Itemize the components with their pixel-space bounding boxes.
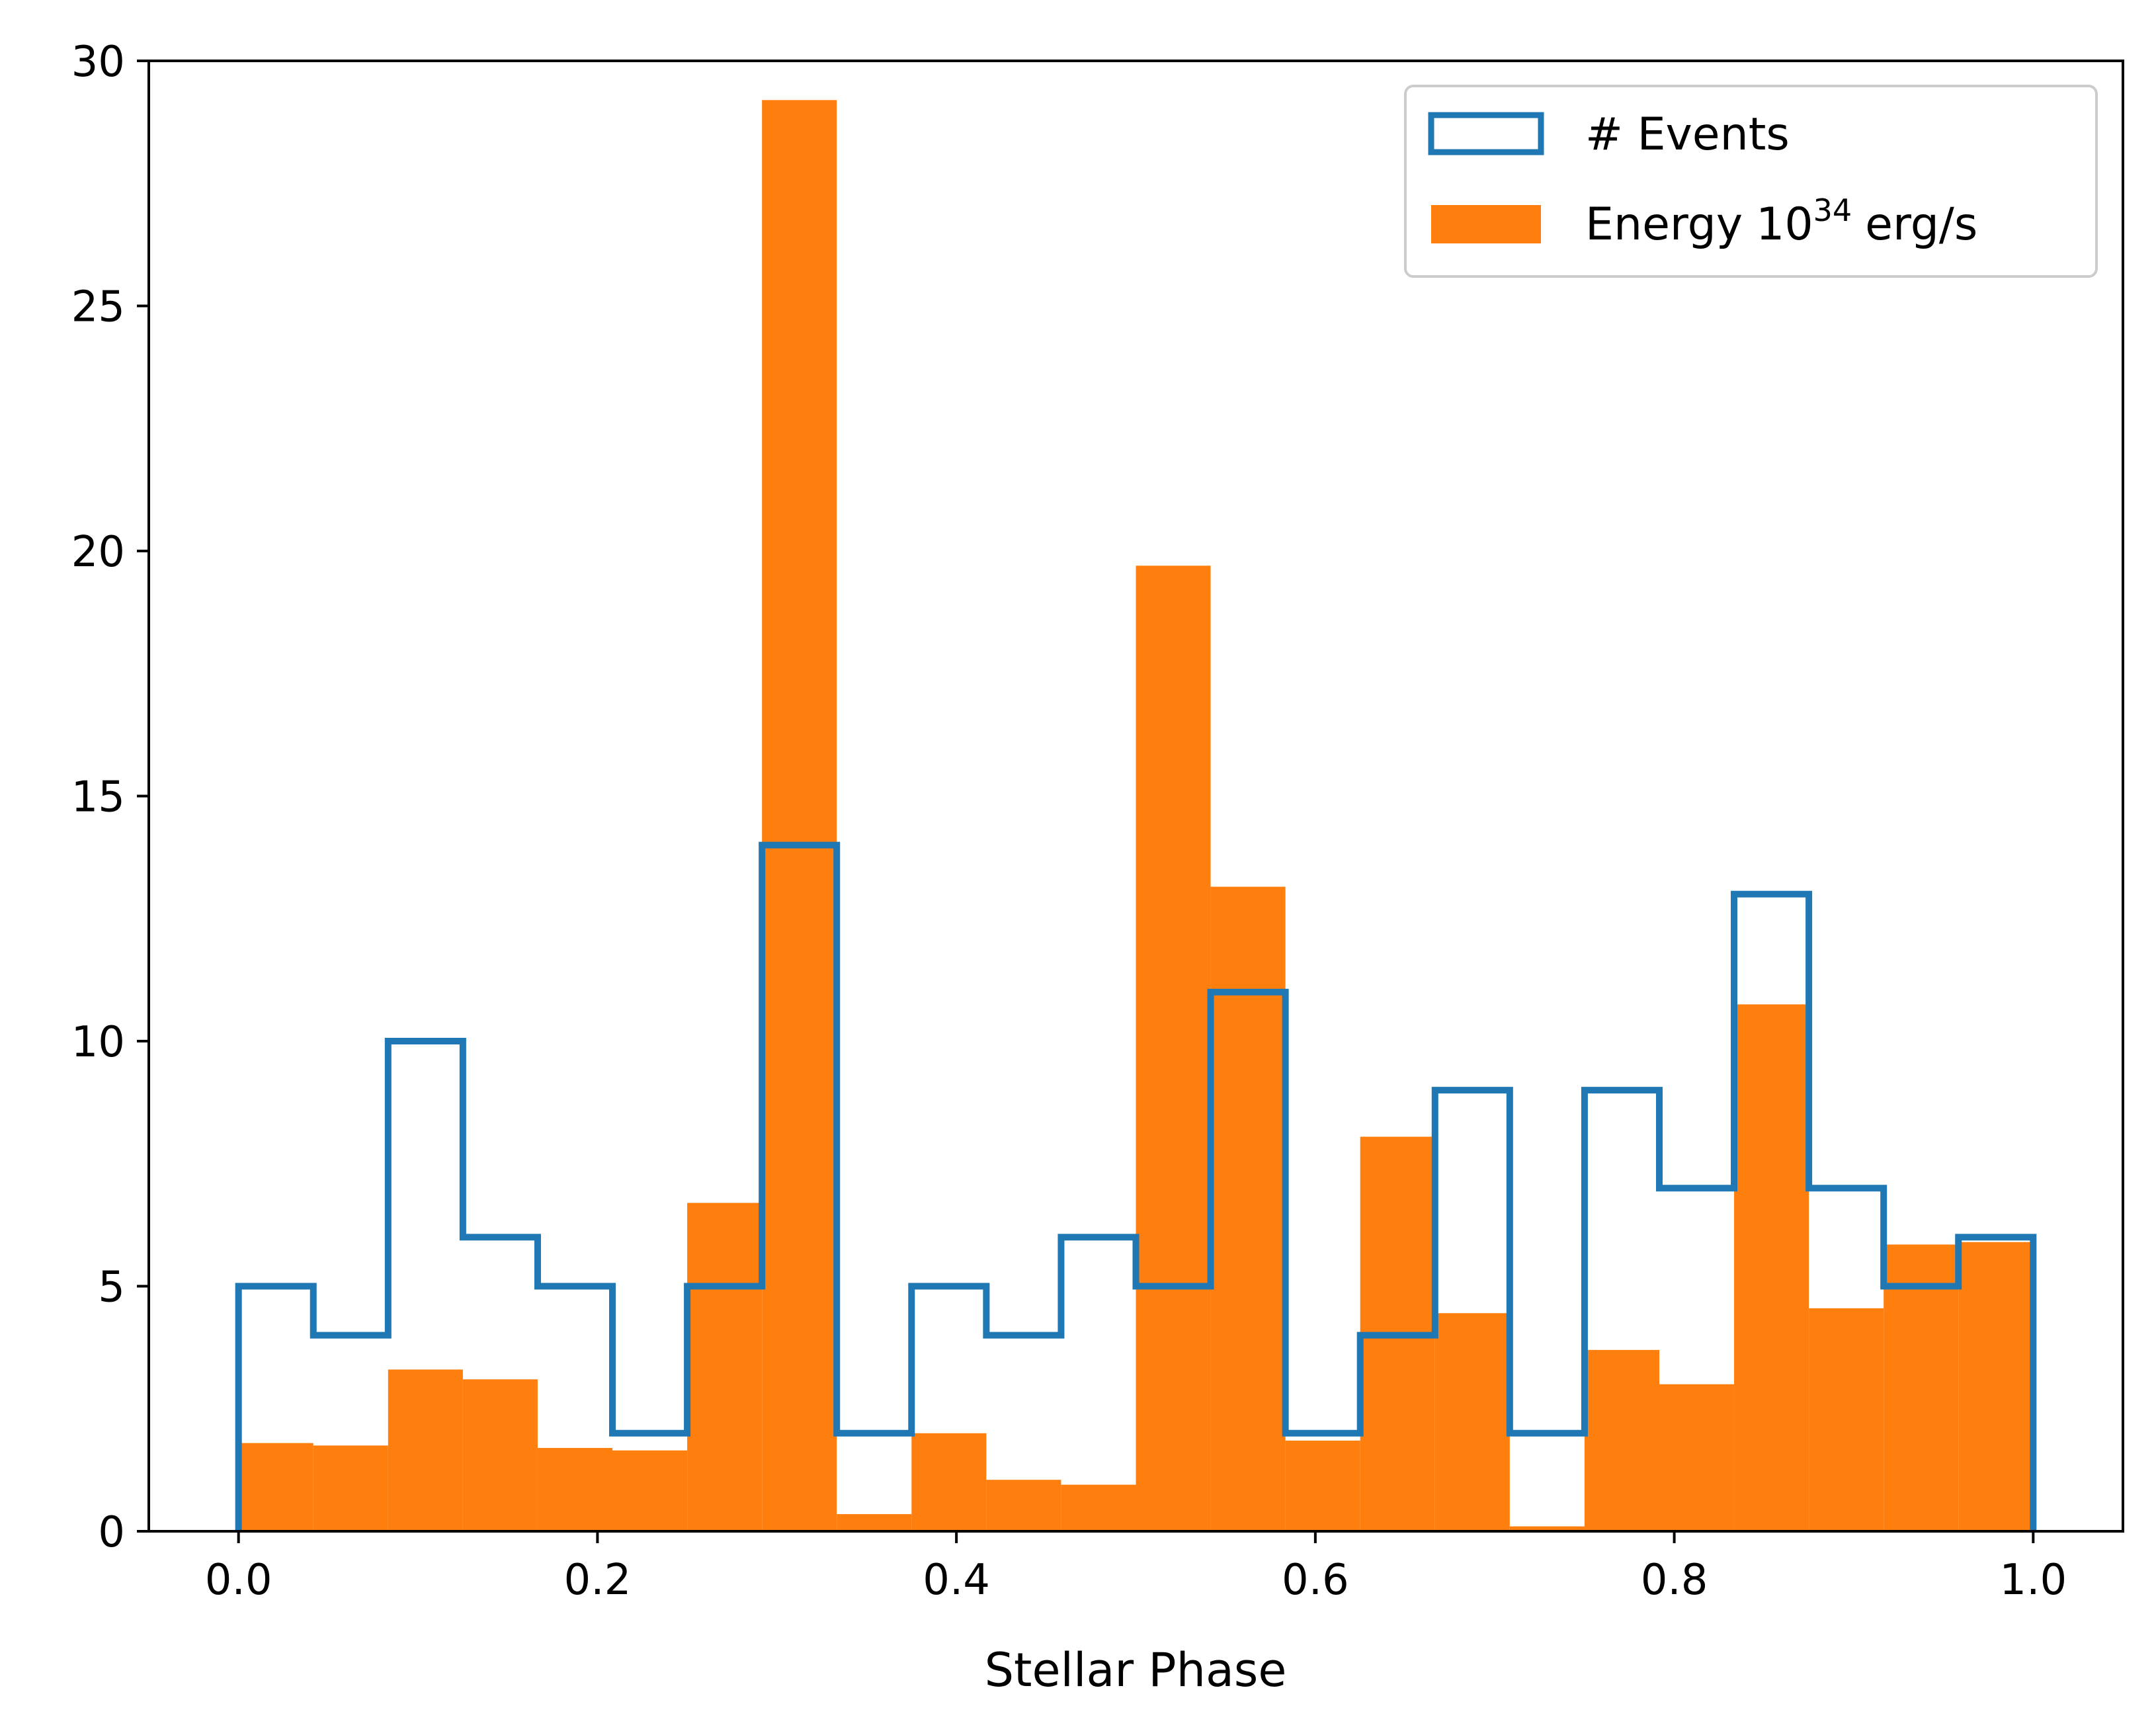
events-step-line [235, 841, 2037, 1531]
y-axis: 0 5 10 15 20 25 30 [71, 38, 149, 1557]
legend-swatch-events [1428, 112, 1544, 155]
energy-bar [1285, 1440, 1360, 1531]
energy-bar [1210, 886, 1286, 1531]
energy-bar [762, 100, 837, 1531]
legend-label-events: # Events [1585, 108, 1790, 161]
energy-bar [388, 1369, 463, 1531]
x-tick-label: 0.0 [205, 1556, 272, 1605]
energy-bar [313, 1445, 388, 1531]
energy-bar [1136, 566, 1211, 1531]
x-tick-label: 0.8 [1641, 1556, 1708, 1605]
legend-swatch-energy [1431, 205, 1541, 243]
events-step-outline [235, 841, 2037, 1531]
legend-energy-unit: erg/s [1865, 198, 1977, 251]
x-tick-label: 1.0 [1999, 1556, 2067, 1605]
legend-energy-name: Energy [1585, 198, 1743, 251]
x-axis-label: Stellar Phase [985, 1643, 1287, 1697]
energy-bar [687, 1203, 763, 1531]
y-tick-label: 5 [98, 1263, 125, 1312]
energy-bar [612, 1450, 688, 1531]
energy-bar [1958, 1242, 2034, 1531]
energy-bar [837, 1514, 912, 1531]
energy-bar [537, 1448, 613, 1531]
x-axis: 0.0 0.2 0.4 0.6 0.8 1.0 [205, 1531, 2067, 1605]
y-tick-label: 25 [71, 283, 125, 332]
legend-label-energy: Energy 1034 erg/s [1585, 192, 1977, 251]
legend-box [1404, 85, 2098, 278]
legend: # Events Energy 1034 erg/s [1404, 85, 2098, 278]
energy-bar [462, 1379, 538, 1531]
energy-bar [1061, 1484, 1136, 1531]
energy-bars [238, 100, 2034, 1531]
x-tick-label: 0.4 [923, 1556, 990, 1605]
energy-bar [986, 1480, 1061, 1531]
y-tick-label: 20 [71, 528, 125, 577]
energy-bar [1434, 1313, 1510, 1531]
energy-bar [911, 1433, 987, 1531]
energy-bar [1584, 1349, 1659, 1531]
x-tick-label: 0.2 [564, 1556, 632, 1605]
x-tick-label: 0.6 [1282, 1556, 1349, 1605]
energy-bar [238, 1443, 313, 1531]
y-tick-label: 30 [71, 38, 125, 87]
energy-bar [1884, 1244, 1959, 1531]
energy-bar [1659, 1384, 1735, 1531]
legend-energy-base: 10 [1756, 198, 1813, 251]
legend-energy-exponent: 34 [1813, 192, 1852, 228]
y-tick-label: 15 [71, 773, 125, 822]
energy-bar [1734, 1004, 1809, 1531]
energy-bar [1809, 1308, 1884, 1531]
energy-bar [1509, 1526, 1585, 1531]
y-tick-label: 0 [98, 1508, 125, 1557]
y-tick-label: 10 [71, 1018, 125, 1067]
